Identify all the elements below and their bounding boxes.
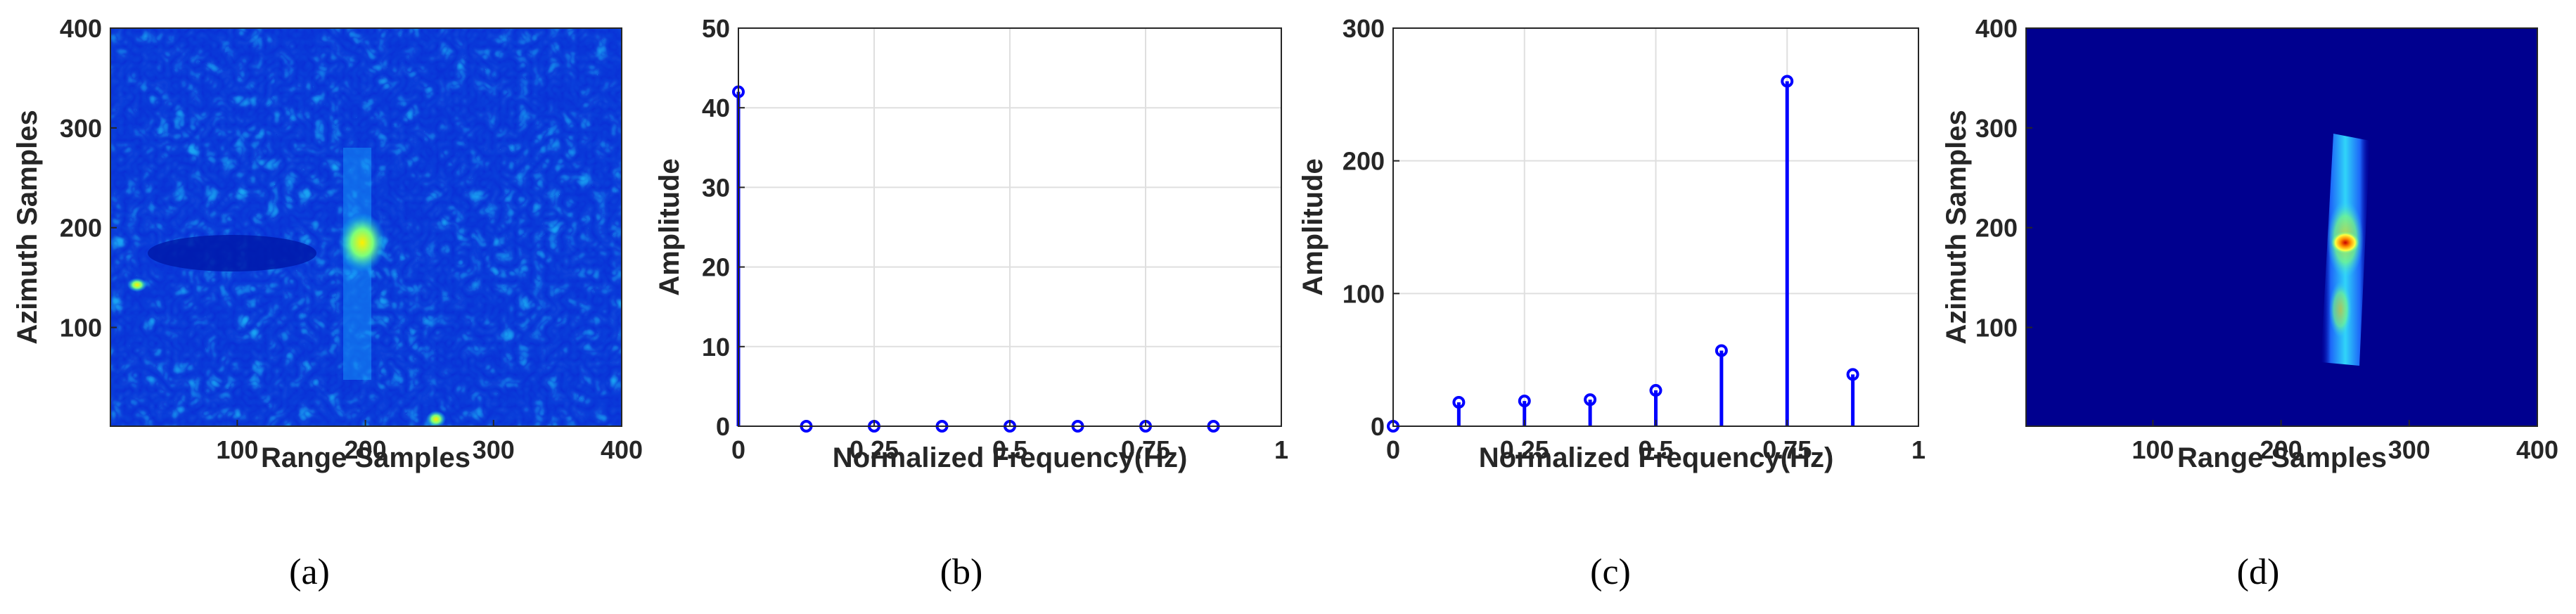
x-tick-label: 0.25 — [1500, 435, 1549, 464]
panel-d: 100 200 300 400 100 200 300 400 Range Samples A… — [1941, 14, 2558, 592]
x-axis-label-d: Range Samples — [2177, 442, 2387, 473]
y-tick-label: 200 — [1975, 214, 2018, 243]
stem-marker — [1781, 75, 1794, 88]
y-tick-label: 200 — [60, 214, 102, 243]
tick-labels-a: 100 200 300 400 100 200 300 400 — [60, 14, 643, 464]
x-axis-label-b: Normalized Frequency(Hz) — [833, 442, 1188, 473]
sar-image-a — [110, 28, 622, 426]
x-axis-label-a: Range Samples — [261, 442, 470, 473]
stem-series-c — [1387, 75, 1859, 433]
stem-marker — [1518, 395, 1531, 408]
y-tick-label: 40 — [702, 94, 730, 122]
stem-marker — [1846, 368, 1859, 381]
y-axis-label-c: Amplitude — [1297, 158, 1328, 296]
x-tick-label: 400 — [2516, 435, 2558, 464]
tick-labels-c: 0 0.25 0.5 0.75 1 0 100 200 300 — [1343, 14, 1925, 464]
x-tick-label: 0.75 — [1121, 435, 1170, 464]
y-tick-label: 100 — [1343, 279, 1385, 308]
panel-c: 0 0.25 0.5 0.75 1 0 100 200 300 Normalized Frequ… — [1297, 14, 1925, 592]
panel-a: 100 200 300 400 100 200 300 400 Range Samples A… — [12, 14, 643, 592]
panel-label-b: (b) — [940, 552, 983, 592]
x-tick-label: 300 — [473, 435, 515, 464]
y-tick-label: 400 — [1975, 14, 2018, 43]
y-tick-label: 300 — [60, 114, 102, 143]
panel-label-c: (c) — [1590, 552, 1631, 592]
x-tick-label: 200 — [345, 435, 387, 464]
y-tick-label: 100 — [1975, 314, 2018, 343]
x-tick-label: 1 — [1274, 435, 1288, 464]
stem-marker — [1649, 384, 1662, 397]
x-axis-label-c: Normalized Frequency(Hz) — [1479, 442, 1834, 473]
y-tick-label: 300 — [1975, 114, 2018, 143]
y-axis-label-b: Amplitude — [654, 158, 685, 296]
sar-image-d — [2026, 28, 2537, 426]
x-tick-label: 200 — [2260, 435, 2302, 464]
panel-label-a: (a) — [289, 552, 330, 592]
x-tick-label: 1 — [1911, 435, 1925, 464]
x-tick-label: 0 — [731, 435, 745, 464]
x-tick-label: 0.5 — [992, 435, 1027, 464]
y-tick-label: 0 — [1371, 412, 1385, 441]
stem-marker — [1584, 393, 1597, 407]
y-tick-label: 30 — [702, 173, 730, 202]
x-tick-label: 0.25 — [850, 435, 899, 464]
y-tick-label: 400 — [60, 14, 102, 43]
y-tick-label: 0 — [716, 412, 730, 441]
y-axis-label-a: Azimuth Samples — [12, 110, 43, 344]
x-tick-label: 0 — [1386, 435, 1400, 464]
x-tick-label: 0.75 — [1762, 435, 1812, 464]
x-tick-label: 300 — [2388, 435, 2430, 464]
y-tick-label: 20 — [702, 253, 730, 282]
y-tick-label: 100 — [60, 314, 102, 343]
x-tick-label: 0.5 — [1638, 435, 1673, 464]
y-tick-label: 300 — [1343, 14, 1385, 43]
stem-marker — [1715, 344, 1728, 357]
y-tick-label: 10 — [702, 333, 730, 362]
y-axis-label-d: Azimuth Samples — [1941, 110, 1972, 344]
stem-marker — [1452, 396, 1466, 409]
panel-label-d: (d) — [2237, 552, 2280, 592]
y-tick-label: 50 — [702, 14, 730, 43]
x-tick-label: 100 — [2132, 435, 2174, 464]
tick-labels-d: 100 200 300 400 100 200 300 400 — [1975, 14, 2558, 464]
x-tick-label: 400 — [601, 435, 643, 464]
x-tick-label: 100 — [216, 435, 258, 464]
y-tick-label: 200 — [1343, 147, 1385, 176]
